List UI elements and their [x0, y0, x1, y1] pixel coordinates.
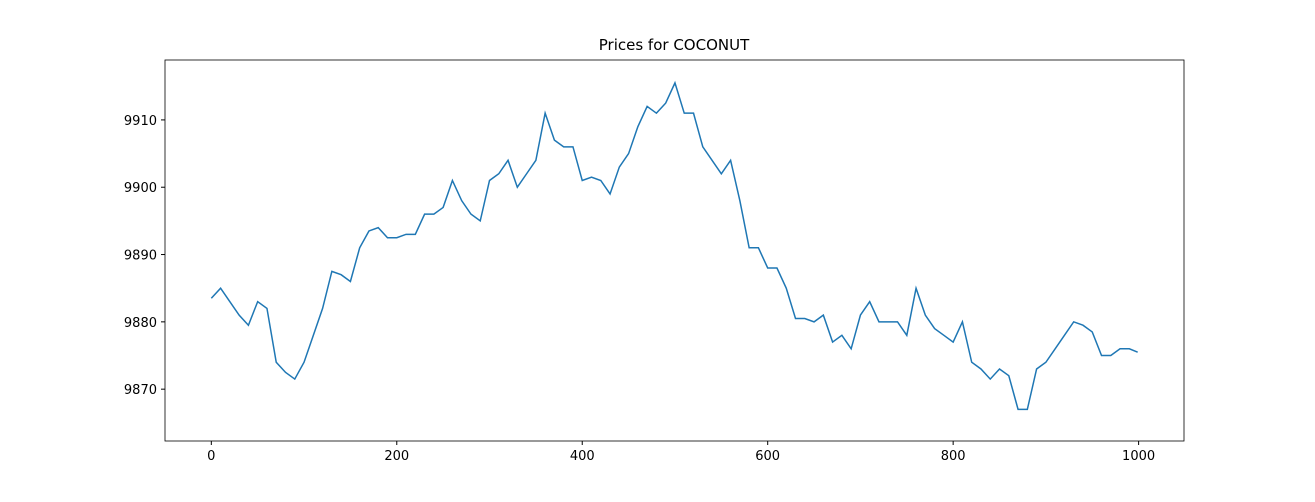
- x-tick-label: 1000: [1122, 449, 1155, 464]
- y-tick-label: 9880: [124, 316, 157, 331]
- y-tick-label: 9910: [124, 114, 157, 129]
- y-tick-label: 9900: [124, 181, 157, 196]
- x-tick-label: 0: [207, 449, 215, 464]
- x-tick-label: 400: [570, 449, 595, 464]
- chart-title: Prices for COCONUT: [599, 36, 750, 54]
- line: [210, 80, 1138, 411]
- y-tick-label: 9890: [124, 249, 157, 264]
- x-tick-label: 800: [941, 449, 966, 464]
- plot-frame: [164, 59, 1185, 442]
- x-tick-label: 600: [755, 449, 780, 464]
- x-tick-label: 200: [384, 449, 409, 464]
- y-tick-label: 9870: [124, 383, 157, 398]
